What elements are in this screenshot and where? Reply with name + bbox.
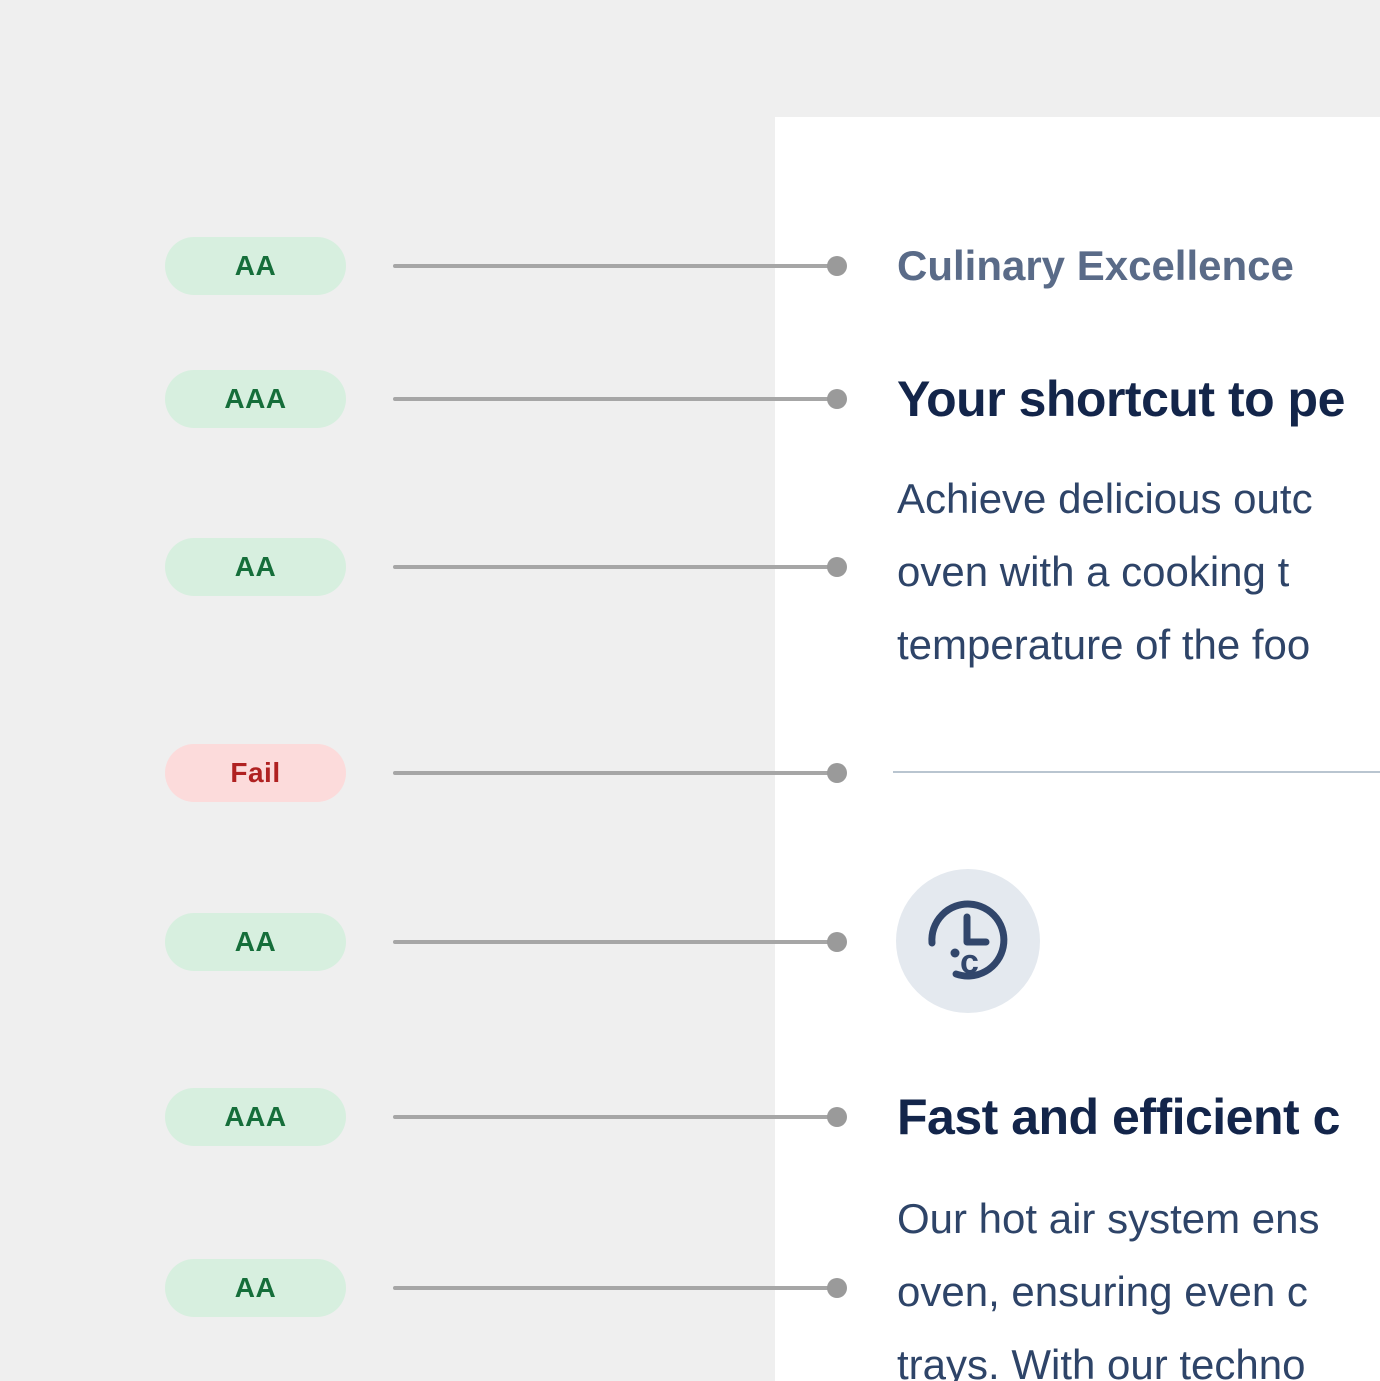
- connector-dot: [827, 1107, 847, 1127]
- paragraph-line: trays. With our techno: [897, 1341, 1306, 1381]
- contrast-badge-pass: AAA: [165, 1088, 346, 1146]
- annotation-connector: [393, 557, 847, 577]
- paragraph-line: Our hot air system ens: [897, 1195, 1320, 1242]
- paragraph-line: Achieve delicious outc: [897, 475, 1313, 522]
- annotation-connector: [393, 256, 847, 276]
- svg-text:c: c: [960, 943, 979, 981]
- contrast-badge-pass: AA: [165, 237, 346, 295]
- paragraph-line: oven with a cooking t: [897, 548, 1290, 595]
- clock-temperature-icon: c: [896, 869, 1040, 1013]
- annotation-connector: [393, 1278, 847, 1298]
- paragraph-line: temperature of the foo: [897, 621, 1311, 668]
- annotation-connector: [393, 763, 847, 783]
- connector-dot: [827, 256, 847, 276]
- contrast-badge-fail: Fail: [165, 744, 346, 802]
- connector-dot: [827, 763, 847, 783]
- annotation-connector: [393, 1107, 847, 1127]
- annotation-connector: [393, 389, 847, 409]
- contrast-badge-pass: AA: [165, 913, 346, 971]
- contrast-badge-pass: AA: [165, 538, 346, 596]
- contrast-badge-pass: AAA: [165, 370, 346, 428]
- connector-dot: [827, 932, 847, 952]
- contrast-badge-pass: AA: [165, 1259, 346, 1317]
- section-divider: [893, 771, 1380, 773]
- feature-paragraph: Our hot air system ens oven, ensuring ev…: [897, 1182, 1319, 1381]
- feature-heading: Fast and efficient c: [897, 1089, 1340, 1145]
- eyebrow-heading: Culinary Excellence: [897, 242, 1294, 289]
- main-heading: Your shortcut to pe: [897, 371, 1345, 427]
- paragraph-line: oven, ensuring even c: [897, 1268, 1308, 1315]
- connector-dot: [827, 389, 847, 409]
- annotation-connector: [393, 932, 847, 952]
- intro-paragraph: Achieve delicious outc oven with a cooki…: [897, 462, 1313, 681]
- connector-dot: [827, 557, 847, 577]
- connector-dot: [827, 1278, 847, 1298]
- page-content-panel: [775, 117, 1380, 1381]
